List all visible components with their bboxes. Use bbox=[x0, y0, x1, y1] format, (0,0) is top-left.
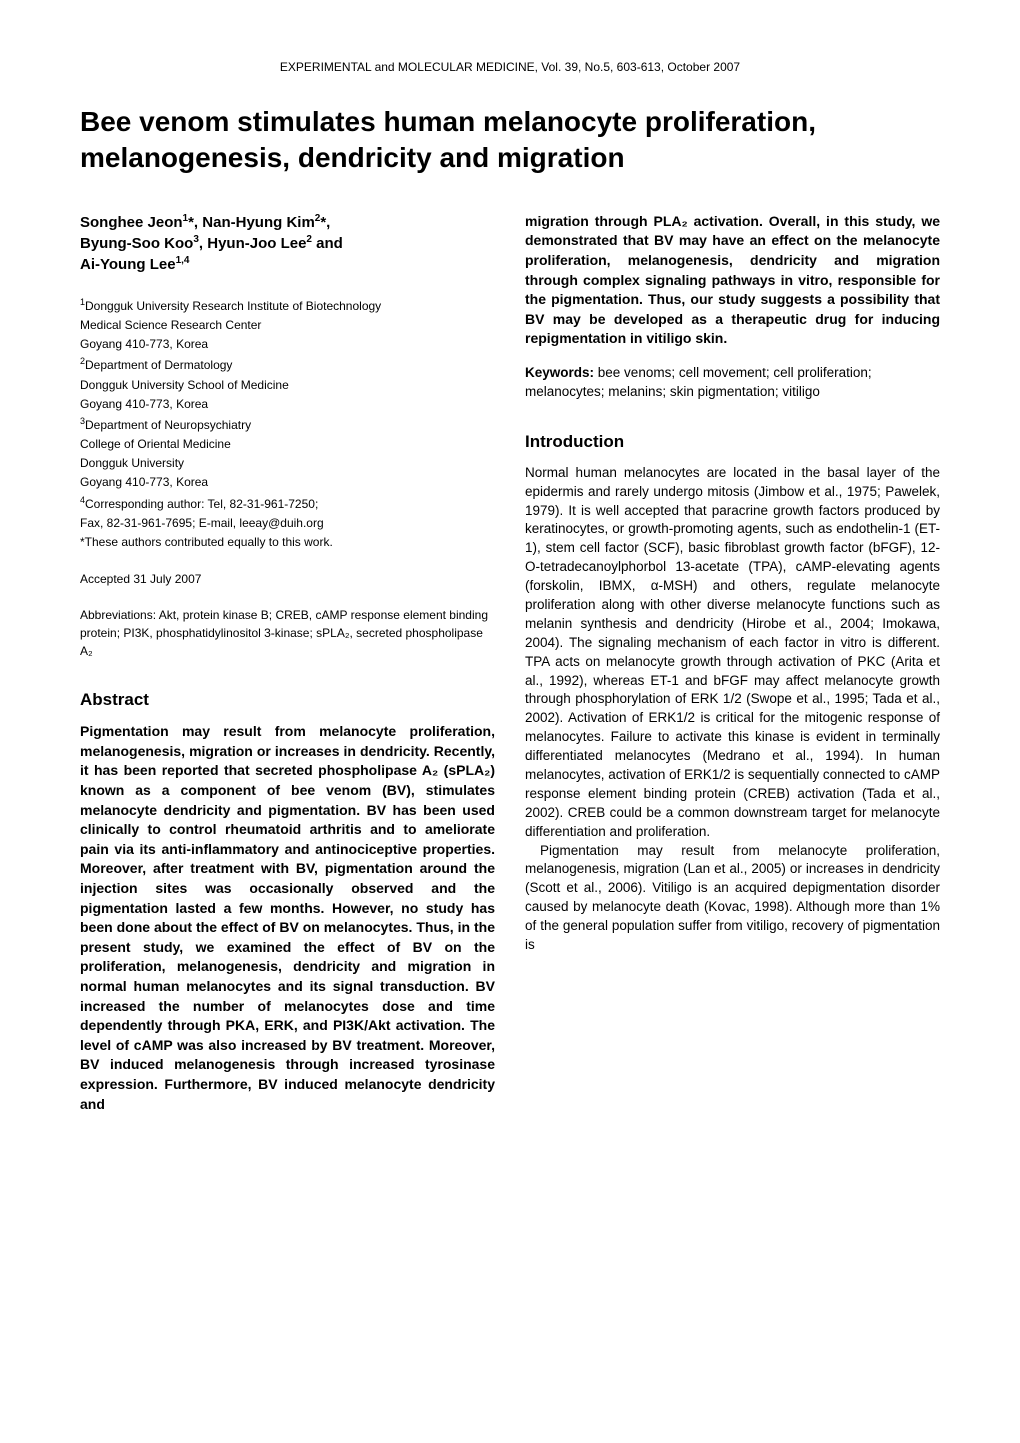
author-sep: *, bbox=[320, 214, 330, 231]
introduction-heading: Introduction bbox=[525, 432, 940, 452]
author-sep: and bbox=[312, 235, 343, 252]
affil-text: Dongguk University Research Institute of… bbox=[85, 299, 381, 313]
equal-contribution-note: *These authors contributed equally to th… bbox=[80, 535, 333, 549]
affil-text: College of Oriental Medicine bbox=[80, 437, 231, 451]
right-column: migration through PLA₂ activation. Overa… bbox=[525, 212, 940, 1114]
author-affil-sup: 1,4 bbox=[176, 255, 190, 266]
journal-header: EXPERIMENTAL and MOLECULAR MEDICINE, Vol… bbox=[80, 60, 940, 74]
author-name: Songhee Jeon bbox=[80, 214, 183, 231]
affil-text: Goyang 410-773, Korea bbox=[80, 337, 208, 351]
introduction-body: Normal human melanocytes are located in … bbox=[525, 464, 940, 955]
abstract-text-left: Pigmentation may result from melanocyte … bbox=[80, 722, 495, 1114]
left-column: Songhee Jeon1*, Nan-Hyung Kim2*, Byung-S… bbox=[80, 212, 495, 1114]
accepted-date: Accepted 31 July 2007 bbox=[80, 572, 495, 586]
affil-text: Department of Dermatology bbox=[85, 358, 232, 372]
author-name: Hyun-Joo Lee bbox=[207, 235, 306, 252]
affil-text: Goyang 410-773, Korea bbox=[80, 397, 208, 411]
affil-text: Dongguk University School of Medicine bbox=[80, 378, 289, 392]
author-name: Ai-Young Lee bbox=[80, 256, 176, 273]
keywords-label: Keywords: bbox=[525, 365, 594, 380]
author-name: Nan-Hyung Kim bbox=[202, 214, 315, 231]
abstract-heading: Abstract bbox=[80, 690, 495, 710]
authors-block: Songhee Jeon1*, Nan-Hyung Kim2*, Byung-S… bbox=[80, 212, 495, 275]
affil-text: Fax, 82-31-961-7695; E-mail, leeay@duih.… bbox=[80, 516, 324, 530]
affil-text: Department of Neuropsychiatry bbox=[85, 418, 251, 432]
article-title: Bee venom stimulates human melanocyte pr… bbox=[80, 104, 940, 177]
content-columns: Songhee Jeon1*, Nan-Hyung Kim2*, Byung-S… bbox=[80, 212, 940, 1114]
keywords-block: Keywords: bee venoms; cell movement; cel… bbox=[525, 364, 940, 402]
affil-text: Corresponding author: Tel, 82-31-961-725… bbox=[85, 497, 318, 511]
affil-text: Medical Science Research Center bbox=[80, 318, 261, 332]
introduction-para1: Normal human melanocytes are located in … bbox=[525, 464, 940, 842]
affil-text: Dongguk University bbox=[80, 456, 184, 470]
abbreviations-block: Abbreviations: Akt, protein kinase B; CR… bbox=[80, 606, 495, 660]
abstract-text-right: migration through PLA₂ activation. Overa… bbox=[525, 212, 940, 349]
author-name: Byung-Soo Koo bbox=[80, 235, 193, 252]
author-sep: , bbox=[199, 235, 207, 252]
author-sep: *, bbox=[188, 214, 202, 231]
affil-text: Goyang 410-773, Korea bbox=[80, 475, 208, 489]
introduction-para2: Pigmentation may result from melanocyte … bbox=[525, 842, 940, 955]
affiliations-block: 1Dongguk University Research Institute o… bbox=[80, 295, 495, 552]
